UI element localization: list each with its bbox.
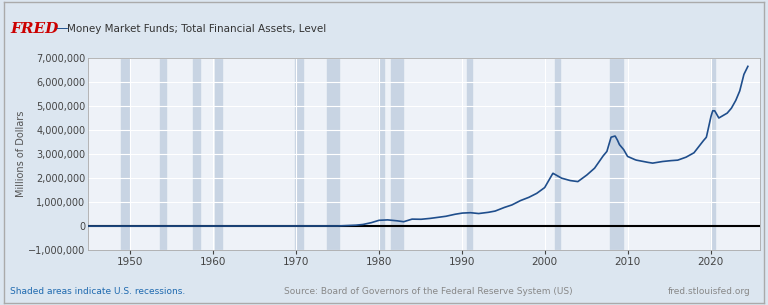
Bar bbox=[295, 58, 303, 250]
Bar bbox=[554, 58, 561, 250]
Bar bbox=[193, 58, 200, 250]
Bar bbox=[379, 58, 384, 250]
Text: fred.stlouisfed.org: fred.stlouisfed.org bbox=[668, 287, 751, 296]
Bar bbox=[160, 58, 167, 250]
Bar bbox=[391, 58, 402, 250]
Text: Source: Board of Governors of the Federal Reserve System (US): Source: Board of Governors of the Federa… bbox=[284, 287, 573, 296]
Text: FRED: FRED bbox=[10, 22, 58, 36]
Text: Shaded areas indicate U.S. recessions.: Shaded areas indicate U.S. recessions. bbox=[10, 287, 185, 296]
Bar bbox=[711, 58, 715, 250]
Bar bbox=[467, 58, 472, 250]
Bar bbox=[121, 58, 129, 250]
Text: —: — bbox=[55, 22, 68, 35]
Y-axis label: Millions of Dollars: Millions of Dollars bbox=[15, 111, 25, 197]
Bar bbox=[610, 58, 624, 250]
Bar bbox=[215, 58, 222, 250]
Bar bbox=[327, 58, 339, 250]
Text: Money Market Funds; Total Financial Assets, Level: Money Market Funds; Total Financial Asse… bbox=[67, 24, 326, 34]
